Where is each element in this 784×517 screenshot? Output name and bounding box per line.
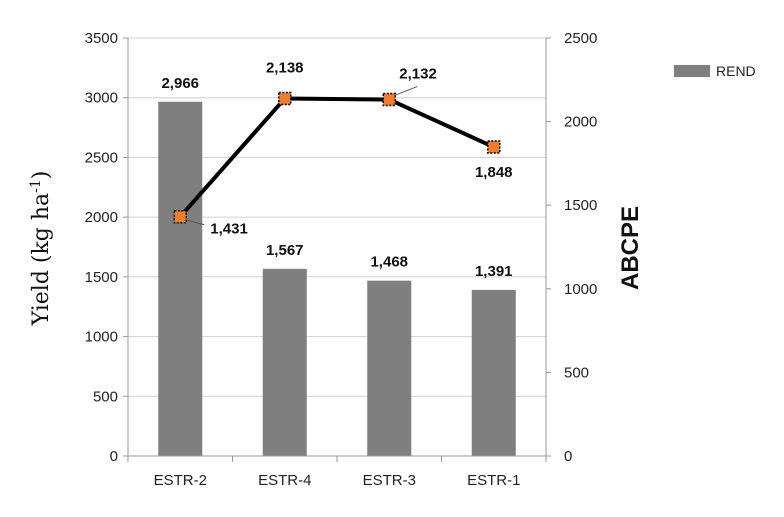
left-axis-tick-label: 2000	[85, 209, 118, 226]
right-axis-tick-label: 2500	[564, 30, 597, 47]
bar-estr-1	[471, 289, 516, 456]
bar-data-label: 1,567	[266, 242, 304, 259]
right-axis-tick-label: 500	[564, 364, 589, 381]
bar-data-label: 2,966	[161, 75, 199, 92]
left-axis-label-close: )	[29, 171, 54, 180]
line-data-label: 1,431	[210, 221, 248, 238]
bar-estr-4	[262, 268, 307, 456]
x-axis-tick-label: ESTR-2	[154, 472, 207, 489]
line-marker-estr-2	[173, 209, 187, 224]
line-data-label: 1,848	[475, 164, 513, 181]
x-axis-tick-label: ESTR-1	[467, 472, 520, 489]
bar-data-label: 1,391	[475, 263, 513, 280]
bar-series	[158, 101, 516, 457]
line-marker-estr-1	[487, 140, 501, 154]
line-series	[173, 91, 501, 224]
right-axis-tick-label: 2000	[564, 114, 597, 131]
left-axis-tick-label: 0	[110, 448, 118, 465]
left-axis-tick-label: 3500	[85, 30, 118, 47]
axes: 0 500 1000 1500 2000 2500 3000 3500 0 500 1000 1500…	[85, 30, 598, 489]
line-data-label: 2,132	[399, 66, 437, 83]
x-axis-tick-label: ESTR-4	[258, 472, 311, 489]
line-marker-estr-4	[278, 91, 292, 106]
bar-estr-3	[367, 280, 412, 456]
data-labels: 2,966 1,567 1,468 1,391 1,431 2,138 2,132 1,848	[161, 60, 512, 280]
line-marker-estr-3	[382, 92, 396, 107]
right-axis-tick-label: 0	[564, 448, 572, 465]
x-axis-tick-label: ESTR-3	[363, 472, 416, 489]
data-label-leader	[394, 86, 418, 96]
legend-label-rend: REND	[716, 63, 756, 79]
left-axis-tick-label: 1000	[85, 329, 118, 346]
left-axis-label-main: Yield (kg ha	[29, 193, 54, 327]
data-label-leader	[185, 219, 205, 226]
bar-estr-2	[158, 101, 203, 457]
legend: REND	[674, 63, 756, 79]
left-axis-tick-label: 2500	[85, 149, 118, 166]
right-axis-tick-label: 1000	[564, 281, 597, 298]
right-axis-label: ABCPE	[617, 206, 644, 290]
left-axis-label: Yield (kg ha-1)	[28, 171, 54, 327]
bar-data-label: 1,468	[370, 254, 408, 271]
line-path	[178, 96, 495, 219]
right-axis-tick-label: 1500	[564, 197, 597, 214]
left-axis-tick-label: 500	[93, 388, 118, 405]
line-data-label: 2,138	[266, 60, 304, 77]
legend-swatch-rend	[674, 65, 710, 77]
left-axis-label-superscript: -1	[28, 179, 44, 193]
left-axis-tick-label: 1500	[85, 269, 118, 286]
left-axis-tick-label: 3000	[85, 90, 118, 107]
